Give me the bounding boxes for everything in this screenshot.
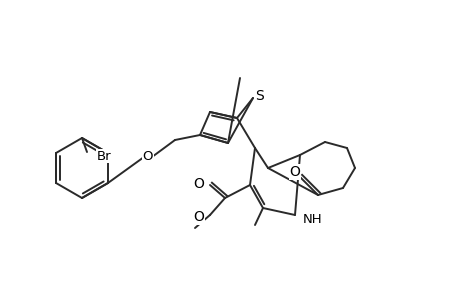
Text: Br: Br (97, 149, 112, 163)
Text: NH: NH (302, 214, 322, 226)
Text: O: O (289, 165, 300, 179)
Text: O: O (193, 210, 203, 224)
Text: O: O (193, 177, 203, 191)
Text: O: O (142, 151, 153, 164)
Text: S: S (255, 89, 264, 103)
